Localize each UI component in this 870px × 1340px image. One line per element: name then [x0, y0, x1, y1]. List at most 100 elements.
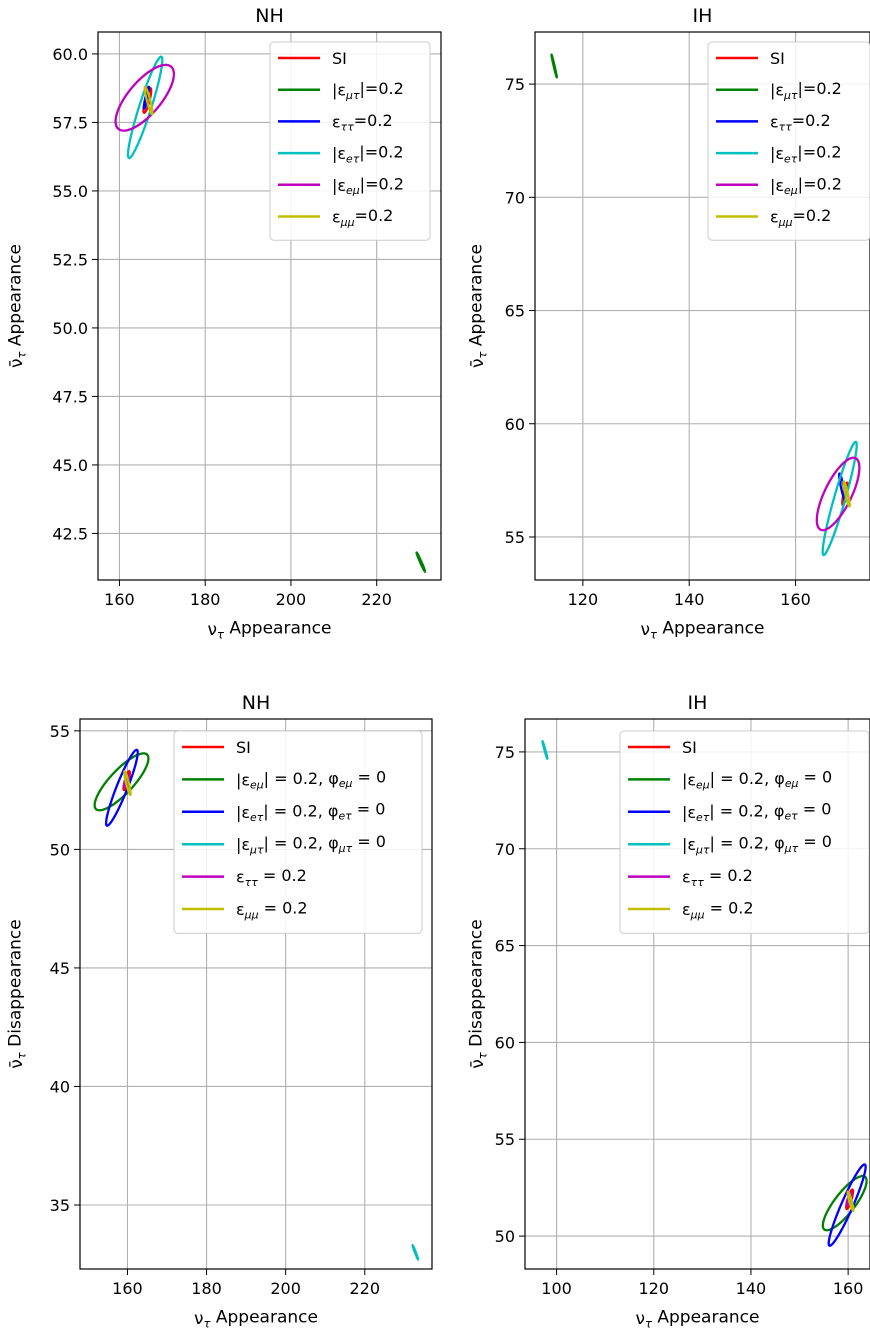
series-contour-4	[821, 440, 858, 557]
legend-entry: SI	[332, 49, 347, 68]
legend-entry: |εeτ​|=0.2	[332, 143, 404, 166]
y-tick-label: 65	[505, 302, 525, 321]
y-tick-label: 75	[505, 75, 525, 94]
series-contour-5	[114, 63, 176, 132]
series-contour-3	[104, 748, 139, 827]
x-axis-label: ντ​ Appearance	[641, 618, 765, 641]
legend: SI |εμτ​|=0.2 εττ​=0.2 |εeτ​|=0.2 |εeμ​|=0.2…	[269, 41, 431, 241]
x-tick-label: 160	[104, 590, 135, 609]
y-tick-label: 50	[50, 840, 70, 859]
x-tick-label: 120	[638, 1279, 669, 1298]
y-tick-label: 55	[495, 1130, 515, 1149]
legend-entry: εττ​ = 0.2	[236, 866, 307, 889]
y-tick-label: 55	[50, 722, 70, 741]
panel-title: IH	[688, 692, 708, 714]
x-tick-label: 160	[833, 1279, 864, 1298]
x-axis-label: ντ​ Appearance	[194, 1307, 318, 1330]
x-tick-label: 220	[349, 1279, 380, 1298]
series-contour-3	[827, 1163, 867, 1247]
legend-box	[173, 730, 423, 934]
y-tick-label: 50	[495, 1227, 515, 1246]
legend-entry: εμμ​ = 0.2	[236, 898, 308, 921]
legend-entry: |εeμ​| = 0.2, φeμ​ = 0	[236, 767, 386, 791]
legend-entry: |εeμ​| = 0.2, φeμ​ = 0	[682, 767, 832, 791]
legend-entry: εττ​=0.2	[770, 111, 831, 134]
y-axis-label: ν̄τ​ Appearance	[5, 244, 28, 368]
y-tick-label: 60.0	[52, 45, 88, 64]
series-contour-4	[411, 1243, 420, 1261]
legend-entry: εττ​ = 0.2	[682, 866, 753, 889]
data-area	[541, 739, 868, 1247]
legend: SI |εμτ​|=0.2 εττ​=0.2 |εeτ​|=0.2 |εeμ​|=0.2…	[707, 41, 870, 241]
legend-entry: εττ​=0.2	[332, 111, 393, 134]
legend-box	[619, 730, 870, 934]
x-tick-label: 200	[270, 1279, 301, 1298]
chart-panel-3: 160 180 200 220 35 40 45 50 55 NH ντ​ Appearance ν̄…	[5, 692, 433, 1330]
y-tick-label: 70	[505, 188, 525, 207]
y-tick-label: 55	[505, 528, 525, 547]
chart-panel-4: 100 120 140 160 50 55 60 65 70 75 IH ντ​ Appearance…	[466, 692, 870, 1330]
y-axis-label: ν̄τ​ Appearance	[466, 244, 489, 368]
plot-frame	[79, 718, 433, 1270]
x-tick-label: 160	[780, 590, 811, 609]
y-axis-label: ν̄τ​ Disappearance	[5, 919, 28, 1068]
legend-entry: |εeτ​|=0.2	[770, 143, 842, 166]
series-contour-6	[846, 1190, 855, 1213]
x-tick-label: 120	[568, 590, 599, 609]
panel-title: NH	[255, 5, 284, 27]
plot-frame	[524, 718, 870, 1270]
legend-box	[269, 41, 431, 241]
y-tick-label: 75	[495, 743, 515, 762]
legend-entry: |εμτ​| = 0.2, φμτ​ = 0	[236, 832, 386, 856]
x-tick-label: 220	[361, 590, 392, 609]
plot-frame	[534, 31, 870, 581]
legend: SI |εeμ​| = 0.2, φeμ​ = 0 |εeτ​| = 0.2, φe…	[619, 730, 870, 934]
y-tick-label: 70	[495, 840, 515, 859]
y-tick-label: 55.0	[52, 182, 88, 201]
series-contour-2	[415, 551, 427, 574]
x-tick-label: 160	[112, 1279, 143, 1298]
x-tick-label: 140	[674, 590, 705, 609]
legend-entry: SI	[682, 738, 697, 757]
x-tick-label: 180	[191, 1279, 222, 1298]
plot-frame	[97, 31, 442, 581]
x-axis-label: ντ​ Appearance	[208, 618, 332, 641]
legend-entry: εμμ​=0.2	[332, 206, 393, 229]
y-tick-label: 40	[50, 1077, 70, 1096]
x-tick-label: 100	[541, 1279, 572, 1298]
y-tick-label: 50.0	[52, 319, 88, 338]
legend: SI |εeμ​| = 0.2, φeμ​ = 0 |εeτ​| = 0.2, φe…	[173, 730, 423, 934]
series-contour-4	[541, 739, 549, 760]
legend-entry: SI	[770, 49, 785, 68]
data-area	[93, 748, 420, 1261]
y-tick-label: 45.0	[52, 456, 88, 475]
legend-entry: |εeτ​| = 0.2, φeτ​ = 0	[236, 800, 385, 824]
legend-entry: |εμτ​|=0.2	[332, 79, 404, 102]
series-contour-2	[93, 752, 150, 812]
series-contour-6	[143, 85, 154, 116]
x-tick-label: 140	[736, 1279, 767, 1298]
series-contour-6	[842, 480, 851, 508]
legend-entry: |εeμ​|=0.2	[770, 174, 842, 197]
x-tick-label: 200	[276, 590, 307, 609]
y-tick-label: 42.5	[52, 524, 88, 543]
y-tick-label: 57.5	[52, 113, 88, 132]
y-tick-label: 45	[50, 959, 70, 978]
series-contour-3	[142, 85, 151, 110]
y-tick-label: 65	[495, 937, 515, 956]
series-contour-2	[550, 53, 558, 79]
legend-entry: εμμ​=0.2	[770, 206, 831, 229]
y-tick-label: 47.5	[52, 387, 88, 406]
chart-panel-2: 120 140 160 55 60 65 70 75 IH ντ​ Appearance ν̄τ​ …	[466, 5, 870, 641]
series-contour-6	[123, 770, 132, 797]
data-area	[550, 53, 861, 557]
chart-panel-1: 160 180 200 220 42.5 45.0 47.5 50.0 52.5 55.0 57.5…	[5, 5, 442, 641]
legend-entry: |εμτ​|=0.2	[770, 79, 842, 102]
y-tick-label: 60	[505, 415, 525, 434]
x-tick-label: 180	[190, 590, 221, 609]
data-area	[114, 55, 427, 574]
legend-entry: |εμτ​| = 0.2, φμτ​ = 0	[682, 832, 832, 856]
legend-entry: εμμ​ = 0.2	[682, 898, 754, 921]
panel-title: IH	[693, 5, 713, 27]
y-tick-label: 52.5	[52, 250, 88, 269]
